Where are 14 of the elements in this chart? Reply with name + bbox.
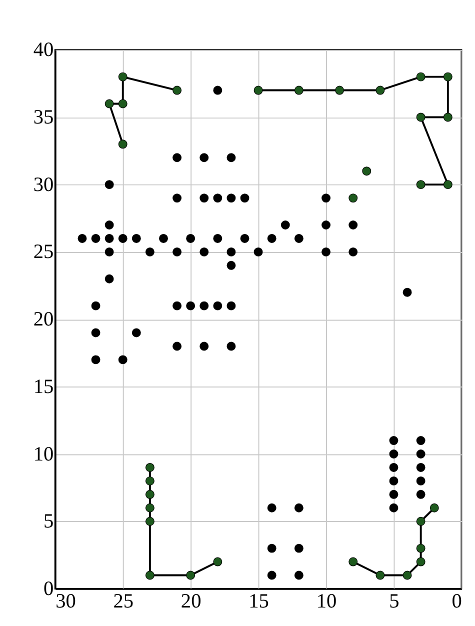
y-tick-label: 25 (33, 241, 54, 264)
x-tick-label: 15 (248, 590, 269, 613)
y-tick-label: 15 (33, 376, 54, 398)
x-tick-label: 25 (113, 590, 134, 613)
x-tick-label: 10 (316, 590, 337, 613)
y-tick-label: 20 (33, 308, 54, 331)
y-tick-label: 10 (33, 443, 54, 466)
y-tick-label: 35 (33, 106, 54, 129)
y-tick-label: 40 (33, 39, 54, 62)
x-tick-label: 5 (389, 590, 400, 613)
y-tick-label: 30 (33, 174, 54, 196)
y-tick-label: 5 (44, 510, 54, 533)
x-tick-label: 20 (180, 590, 202, 613)
x-tick-label: 0 (452, 590, 462, 613)
